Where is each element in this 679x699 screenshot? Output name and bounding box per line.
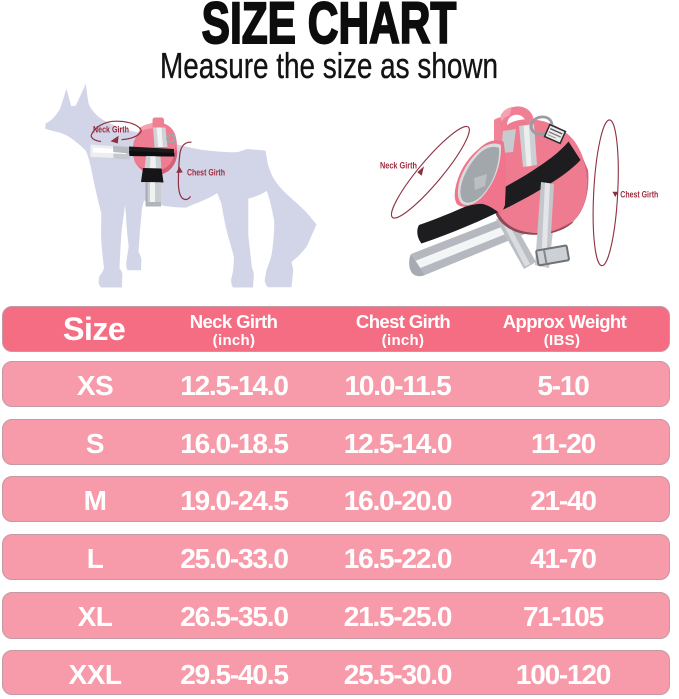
svg-text:Neck Girth: Neck Girth xyxy=(93,124,129,135)
svg-text:Chest Girth: Chest Girth xyxy=(187,167,225,178)
svg-text:Neck Girth: Neck Girth xyxy=(380,160,417,171)
svg-text:Chest Girth: Chest Girth xyxy=(620,190,658,201)
